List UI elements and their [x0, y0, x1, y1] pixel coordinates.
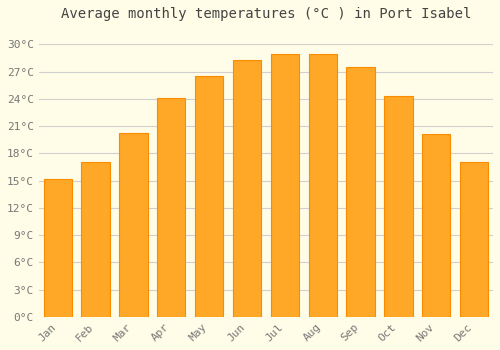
Bar [422, 134, 450, 317]
Bar [195, 76, 224, 317]
Bar [44, 179, 72, 317]
Bar [346, 67, 375, 317]
Bar [460, 162, 488, 317]
Bar [308, 54, 337, 317]
Bar [82, 162, 110, 317]
Title: Average monthly temperatures (°C ) in Port Isabel: Average monthly temperatures (°C ) in Po… [60, 7, 471, 21]
Bar [270, 54, 299, 317]
Bar [233, 60, 261, 317]
Bar [157, 98, 186, 317]
Bar [119, 133, 148, 317]
Bar [384, 96, 412, 317]
